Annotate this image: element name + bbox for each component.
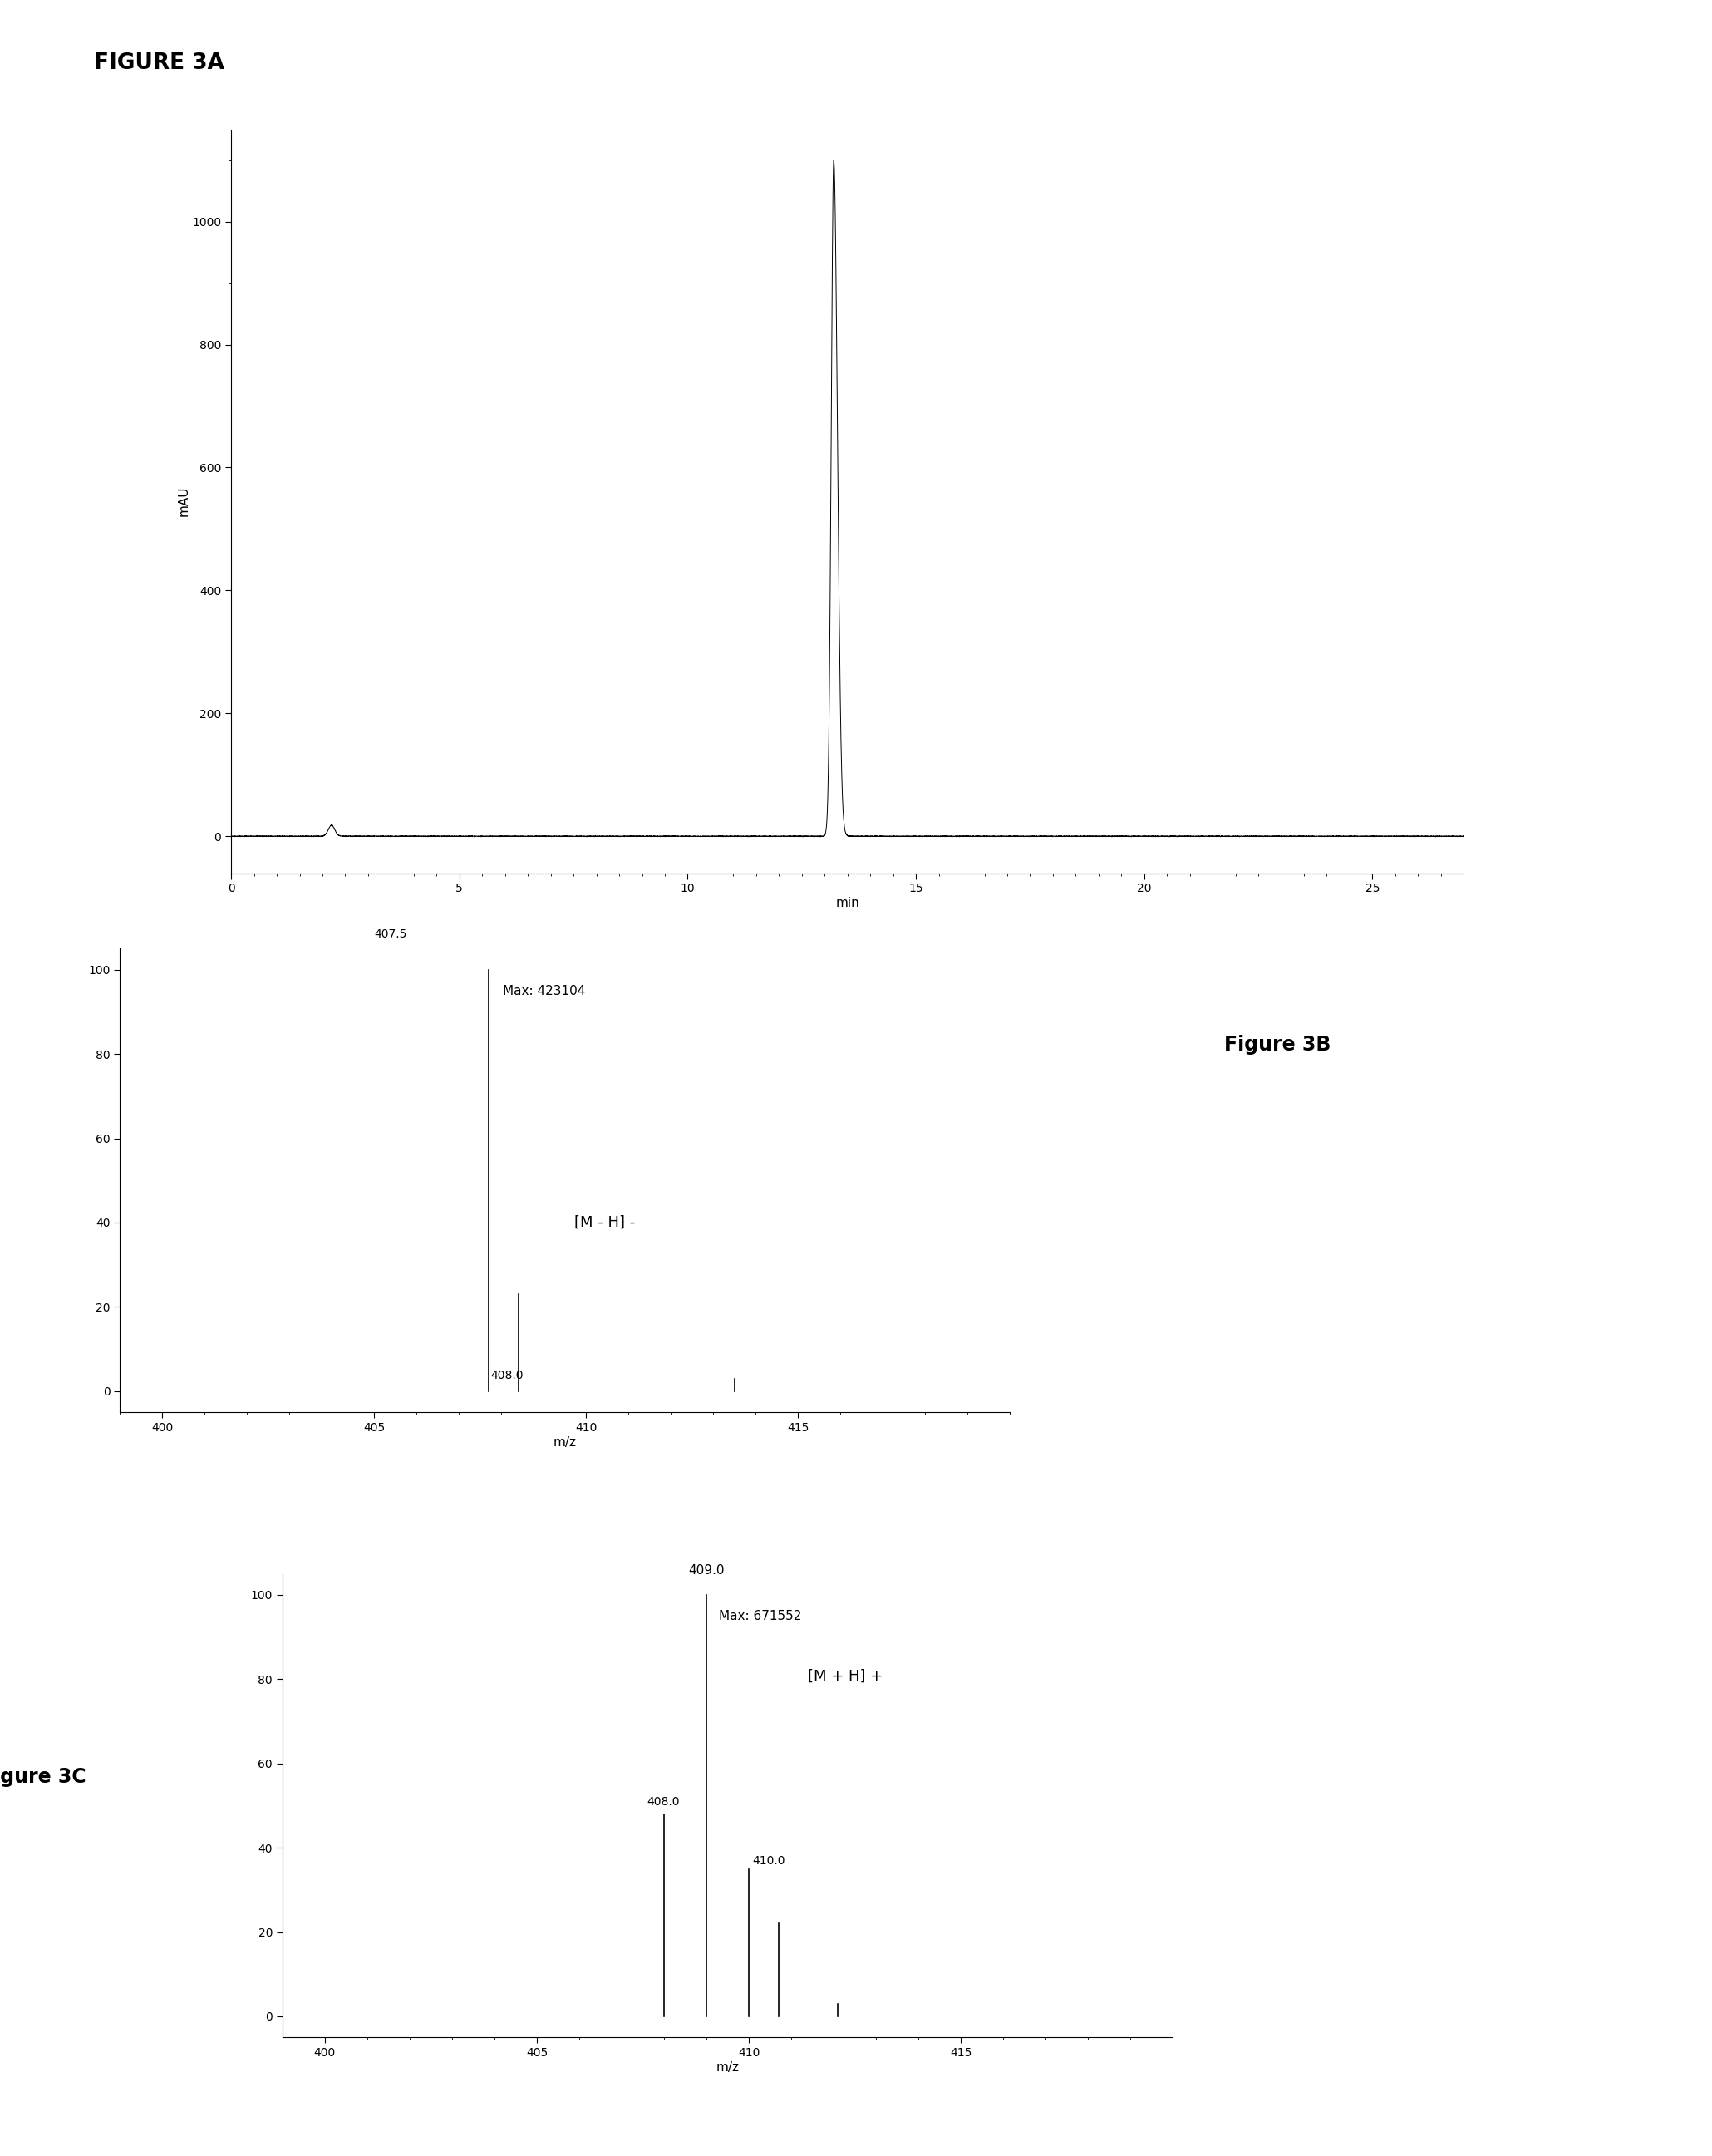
- Y-axis label: mAU: mAU: [178, 485, 190, 517]
- Text: [M + H] +: [M + H] +: [808, 1669, 883, 1684]
- Text: 408.0: 408.0: [491, 1369, 524, 1382]
- Text: Figure 3B: Figure 3B: [1224, 1035, 1330, 1054]
- X-axis label: m/z: m/z: [553, 1436, 577, 1449]
- Text: Max: 423104: Max: 423104: [503, 985, 586, 998]
- Text: 407.5: 407.5: [375, 929, 407, 940]
- Text: Max: 671552: Max: 671552: [719, 1611, 801, 1623]
- Text: [M - H] -: [M - H] -: [574, 1216, 635, 1231]
- Text: Figure 3C: Figure 3C: [0, 1766, 86, 1787]
- Text: 409.0: 409.0: [688, 1563, 724, 1576]
- Text: 410.0: 410.0: [752, 1856, 786, 1867]
- Text: FIGURE 3A: FIGURE 3A: [94, 52, 224, 73]
- X-axis label: m/z: m/z: [716, 2061, 740, 2074]
- X-axis label: min: min: [835, 897, 859, 910]
- Text: 408.0: 408.0: [647, 1796, 680, 1809]
